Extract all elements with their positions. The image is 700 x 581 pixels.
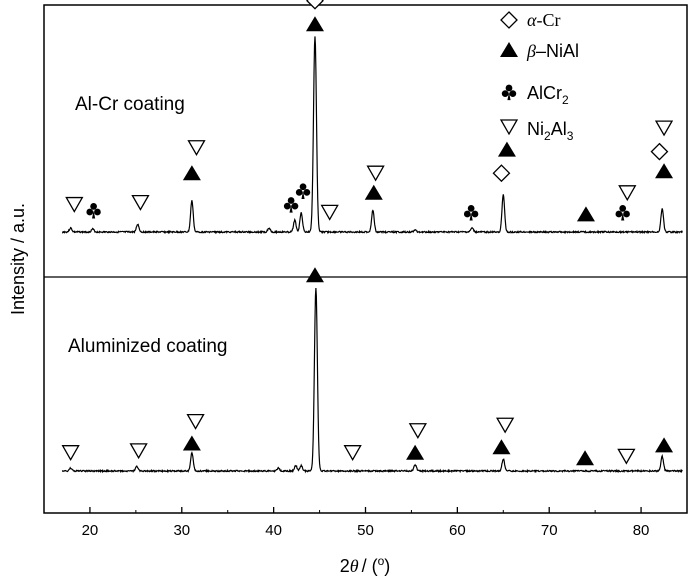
beta-nial-marker	[655, 437, 674, 453]
club-icon	[501, 84, 517, 101]
alpha-cr-marker	[650, 142, 669, 161]
open-triangle-down-icon	[499, 119, 519, 136]
x-tick-label-20: 20	[82, 522, 99, 539]
ni2al3-marker	[408, 423, 427, 440]
legend-alpha: α	[527, 10, 537, 30]
legend-item-ni2al3: Ni2Al3	[499, 119, 574, 143]
legend-alcr: AlCr	[527, 83, 562, 103]
ni2al3-marker	[131, 194, 150, 211]
x-tick-label-80: 80	[633, 522, 650, 539]
legend-ni-sub: 2	[544, 129, 551, 143]
ni2al3-marker	[61, 445, 80, 462]
x-tick-label-70: 70	[541, 522, 558, 539]
filled-triangle-icon	[500, 42, 518, 57]
beta-nial-marker	[655, 163, 674, 179]
beta-nial-marker	[182, 435, 201, 451]
legend-ni: Ni	[527, 119, 544, 139]
x-label-close: )	[384, 556, 390, 576]
alcr2-marker	[295, 183, 311, 199]
x-label-prefix: 2	[340, 556, 350, 576]
ni2al3-marker	[320, 204, 339, 221]
beta-nial-marker	[492, 439, 511, 455]
beta-nial-marker	[497, 141, 516, 157]
svg-text:β–NiAl: β–NiAl	[526, 41, 579, 61]
ni2al3-marker	[186, 413, 205, 430]
beta-nial-marker	[364, 184, 383, 200]
y-axis-label: Intensity / a.u.	[8, 203, 28, 315]
legend-al: Al	[551, 119, 567, 139]
plot-frame	[43, 4, 688, 514]
x-tick-label-60: 60	[449, 522, 466, 539]
ni2al3-marker	[496, 417, 515, 434]
ni2al3-marker	[187, 140, 206, 157]
alcr2-marker	[463, 204, 479, 221]
beta-nial-marker	[576, 450, 595, 466]
xrd-trace-aluminized	[61, 288, 683, 474]
ni2al3-marker	[618, 185, 637, 202]
legend-cr: -Cr	[536, 10, 560, 30]
beta-nial-marker	[305, 267, 324, 283]
svg-text:AlCr2: AlCr2	[527, 83, 569, 107]
panel-label-aluminized: Aluminized coating	[68, 336, 227, 357]
svg-text:Ni2Al3: Ni2Al3	[527, 119, 574, 143]
alcr2-marker	[86, 203, 101, 219]
phase-markers	[61, 0, 674, 466]
legend-nial: –NiAl	[536, 41, 579, 61]
ni2al3-marker	[617, 448, 636, 465]
legend-beta: β	[526, 41, 536, 61]
legend-item-alcr2: AlCr2	[501, 83, 569, 107]
diamond-icon	[500, 11, 518, 29]
x-label-theta: θ	[350, 556, 359, 576]
svg-text:α-Cr: α-Cr	[527, 10, 560, 30]
x-tick-label-40: 40	[265, 522, 282, 539]
xrd-traces	[61, 36, 683, 474]
beta-nial-marker	[182, 165, 201, 181]
ni2al3-marker	[366, 165, 385, 182]
x-axis-label: 2θ / (o)	[340, 554, 391, 576]
legend: α-Cr β–NiAl AlCr2 Ni2Al3	[499, 10, 579, 143]
legend-alcr-sub: 2	[562, 93, 569, 107]
ni2al3-marker	[129, 443, 148, 460]
legend-al-sub: 3	[567, 129, 574, 143]
panel-label-alcr: Al-Cr coating	[75, 94, 185, 115]
ni2al3-marker	[654, 120, 674, 137]
alpha-cr-marker	[306, 0, 324, 10]
beta-nial-marker	[406, 444, 425, 460]
beta-nial-marker	[305, 16, 324, 32]
x-tick-label-30: 30	[173, 522, 190, 539]
alpha-cr-marker	[492, 164, 511, 183]
alcr2-marker	[283, 197, 299, 213]
ni2al3-marker	[65, 196, 84, 213]
beta-nial-marker	[576, 206, 595, 222]
x-axis-ticks: 20 30 40 50 60 70 80	[43, 507, 688, 539]
alcr2-marker	[615, 204, 630, 221]
xrd-trace-alcr	[61, 36, 683, 235]
x-label-degree: o	[378, 554, 385, 568]
x-tick-label-50: 50	[357, 522, 374, 539]
legend-item-beta-nial: β–NiAl	[500, 41, 579, 61]
x-label-slash: / (	[362, 556, 378, 576]
legend-item-alpha-cr: α-Cr	[500, 10, 560, 30]
ni2al3-marker	[343, 445, 362, 462]
